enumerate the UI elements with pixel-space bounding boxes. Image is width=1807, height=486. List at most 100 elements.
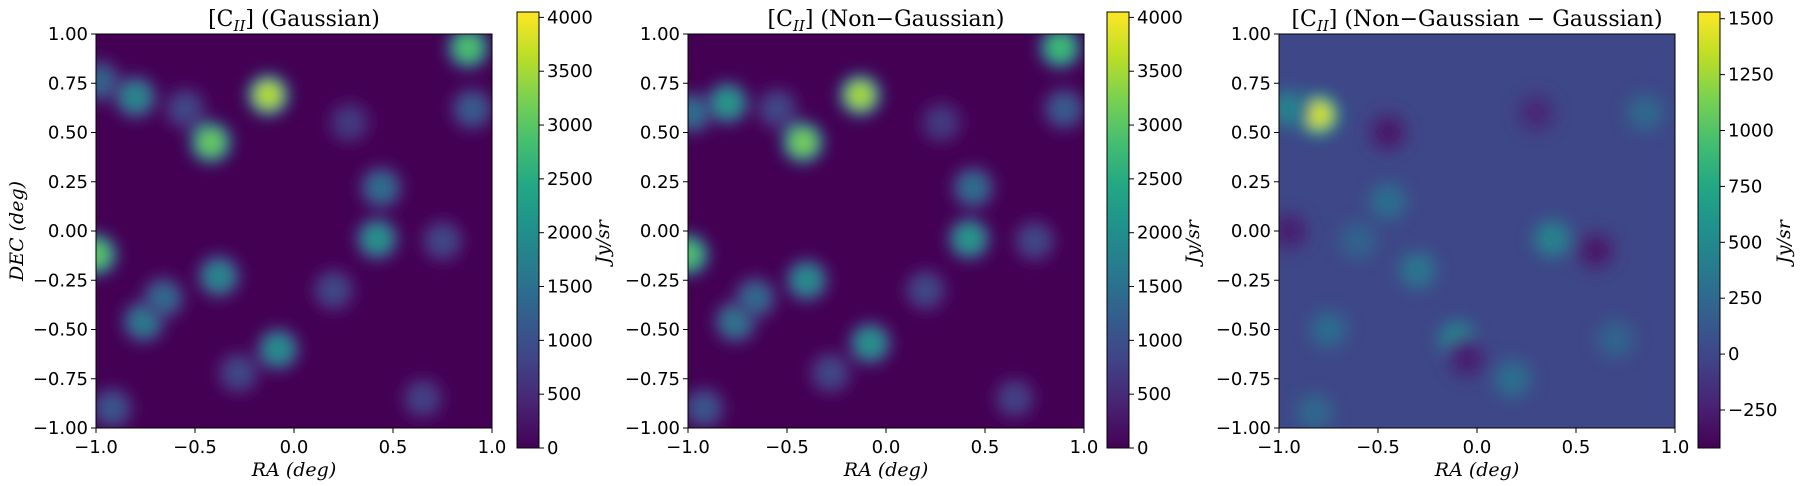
y-tick-label: −0.25 — [625, 270, 680, 291]
heatmap-peak — [225, 359, 252, 386]
heatmap-peak — [1632, 99, 1659, 126]
heatmap-peak — [455, 34, 482, 61]
colorbar-tick-label: 0 — [1728, 344, 1739, 365]
y-tick-label: 0.25 — [1231, 172, 1271, 193]
x-tick-label: −0.5 — [173, 437, 217, 458]
heatmap-peak — [789, 129, 816, 156]
y-tick-label: 0.50 — [48, 123, 88, 144]
y-tick-label: −0.25 — [1216, 270, 1271, 291]
colorbar-tick-label: 2000 — [1137, 223, 1183, 244]
y-tick-label: 1.00 — [640, 24, 680, 45]
heatmap-peak — [690, 395, 717, 422]
heatmap-peak — [255, 82, 282, 109]
colorbar-tick-label: 3000 — [547, 115, 593, 136]
heatmap-peak — [364, 225, 391, 252]
heatmap-panel-3: −1.0 −0.5 0.0 0.5 1.0 1.00 0.75 0.50 0.25 0.00 −0.… — [1216, 7, 1795, 481]
heatmap-peak — [960, 174, 987, 201]
colorbar-tick-label: 2000 — [547, 223, 593, 244]
heatmap-peak — [368, 174, 395, 201]
heatmap-peak — [1499, 365, 1526, 392]
colorbar-tick-label: 2500 — [547, 169, 593, 190]
x-tick-label: −1.0 — [74, 437, 118, 458]
heatmap-peak — [429, 227, 456, 254]
x-tick-label: −1.0 — [1257, 437, 1301, 458]
x-tick-label: 0.5 — [379, 437, 408, 458]
y-tick-label: −1.00 — [33, 418, 88, 439]
colorbar-tick-label: 1000 — [1137, 330, 1183, 351]
colorbar-tick-label: 1500 — [1137, 277, 1183, 298]
heatmap-peak — [817, 359, 844, 386]
colorbar-tick-label: 750 — [1728, 176, 1762, 197]
y-tick-label: 0.75 — [1231, 73, 1271, 94]
y-tick-label: −0.50 — [33, 320, 88, 341]
heatmap-peak — [98, 395, 125, 422]
heatmap-peak — [688, 241, 701, 268]
heatmap-peak — [150, 284, 177, 311]
chart-title-post: ] (Non−Gaussian − Gaussian) — [1329, 7, 1663, 32]
y-tick-label: −0.50 — [625, 320, 680, 341]
chart-title: [CII] (Non−Gaussian − Gaussian) — [1291, 7, 1662, 35]
colorbar-tick-label: 500 — [1728, 232, 1762, 253]
y-tick-label: 1.00 — [1231, 24, 1271, 45]
y-tick-label: −0.75 — [625, 369, 680, 390]
heatmap-peak — [1315, 316, 1342, 343]
heatmap-peak — [1454, 346, 1481, 373]
colorbar-label: Jy/sr — [1773, 218, 1795, 268]
colorbar-tick-label: 3500 — [547, 61, 593, 82]
y-axis-label: DEC (deg) — [6, 181, 28, 282]
chart-title-post: ] (Gaussian) — [245, 7, 380, 32]
colorbar-tick-label: 1250 — [1728, 65, 1774, 86]
colorbar-tick-label: 1000 — [1728, 121, 1774, 142]
heatmap-peak — [265, 336, 292, 363]
colorbar-tick-label: 2500 — [1137, 169, 1183, 190]
heatmap-peak — [1602, 326, 1629, 353]
colorbar-tick-label: 500 — [547, 384, 581, 405]
x-tick-label: 0.0 — [872, 437, 901, 458]
chart-title-subscript: II — [1316, 17, 1330, 35]
heatmap-peak — [96, 68, 113, 95]
x-tick-label: 1.0 — [478, 437, 507, 458]
chart-title-pre: [C — [768, 7, 793, 32]
heatmap-peak — [742, 284, 769, 311]
heatmap-peak — [764, 95, 791, 122]
y-tick-label: 0.25 — [48, 172, 88, 193]
colorbar-tick-label: 0 — [1137, 438, 1148, 459]
y-tick-label: 0.50 — [640, 123, 680, 144]
heatmap-peak — [320, 277, 347, 304]
x-tick-label: 0.5 — [1562, 437, 1591, 458]
heatmap-peak — [1582, 237, 1609, 264]
colorbar — [1697, 11, 1721, 449]
heatmap-peak — [956, 225, 983, 252]
heatmap-peak — [122, 84, 149, 111]
heatmap-peak — [1021, 227, 1048, 254]
y-tick-label: 0.50 — [1231, 123, 1271, 144]
x-tick-label: −0.5 — [1356, 437, 1400, 458]
heatmap-peak — [336, 109, 363, 136]
chart-title-post: ] (Non−Gaussian) — [805, 7, 1005, 32]
x-tick-label: 1.0 — [1070, 437, 1099, 458]
colorbar-tick-label: 3000 — [1137, 115, 1183, 136]
heatmap-peak — [1001, 385, 1028, 412]
y-tick-label: −1.00 — [1216, 418, 1271, 439]
heatmap-peak — [928, 109, 955, 136]
heatmap-peak — [1523, 99, 1550, 126]
x-tick-label: −1.0 — [666, 437, 710, 458]
heatmap-peak — [1539, 225, 1566, 252]
y-tick-label: −0.75 — [1216, 369, 1271, 390]
x-tick-label: 1.0 — [1661, 437, 1690, 458]
chart-title-pre: [C — [1291, 7, 1316, 32]
colorbar-label: Jy/sr — [1182, 218, 1204, 268]
x-tick-label: 0.0 — [280, 437, 309, 458]
y-tick-label: −0.75 — [33, 369, 88, 390]
colorbar-tick-label: 4000 — [1137, 7, 1183, 28]
heatmap-peak — [96, 241, 109, 268]
heatmap-peak — [688, 99, 705, 126]
heatmap-peak — [1374, 188, 1401, 215]
colorbar-tick-label: 1000 — [547, 330, 593, 351]
heatmap-peak — [1279, 218, 1302, 244]
chart-title-pre: [C — [208, 7, 233, 32]
heatmap-peak — [1374, 119, 1401, 146]
x-tick-label: 0.0 — [1463, 437, 1492, 458]
heatmap-peak — [197, 129, 224, 156]
heatmap-peak — [847, 82, 874, 109]
